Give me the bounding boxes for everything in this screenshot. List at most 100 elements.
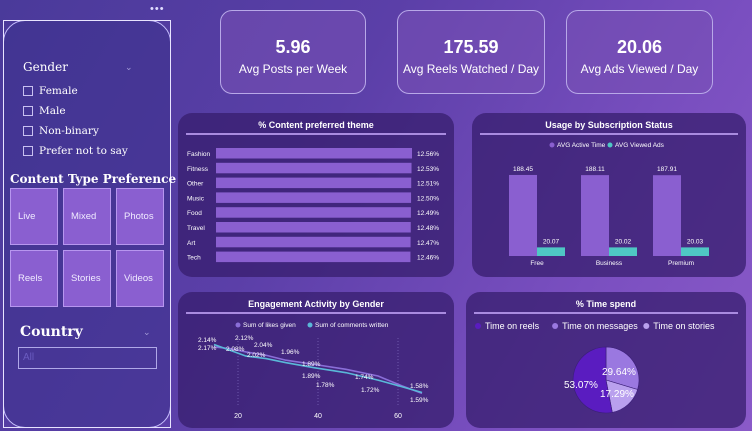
category-label: Business	[596, 260, 623, 267]
content-type-title: Content Type Preference	[10, 172, 177, 186]
data-label: 12.48%	[417, 225, 439, 232]
category-label: Fitness	[187, 166, 209, 173]
gender-option-prefer-not[interactable]: Prefer not to say	[23, 141, 128, 161]
theme-bar[interactable]	[216, 236, 411, 248]
legend-marker	[549, 142, 555, 148]
theme-bar[interactable]	[216, 207, 411, 218]
data-label: 12.47%	[417, 240, 439, 247]
theme-bar[interactable]	[216, 222, 411, 233]
chevron-down-icon[interactable]: ⌄	[143, 327, 151, 337]
kpi-card-posts: 5.96 Avg Posts per Week	[220, 10, 366, 94]
gender-option-male[interactable]: Male	[23, 101, 128, 121]
kpi-value: 175.59	[443, 37, 499, 57]
tile-reels[interactable]: Reels	[10, 250, 58, 307]
category-label: Premium	[668, 260, 694, 267]
point-label: 2.04%	[254, 342, 273, 349]
data-label: 12.51%	[417, 181, 439, 188]
category-label: Travel	[187, 225, 205, 232]
title-divider	[186, 133, 446, 135]
gender-option-female[interactable]: Female	[23, 81, 128, 101]
legend-label: Time on reels	[485, 321, 540, 331]
tile-photos[interactable]: Photos	[116, 188, 164, 245]
country-dropdown[interactable]: All	[18, 347, 157, 369]
kpi-label: Avg Ads Viewed / Day	[580, 62, 699, 76]
category-label: Art	[187, 240, 196, 247]
x-tick-label: 60	[394, 413, 402, 420]
chart-title: % Content preferred theme	[258, 120, 374, 130]
title-divider	[474, 312, 738, 314]
legend-label: Sum of likes given	[243, 322, 296, 329]
point-label: 1.89%	[302, 373, 321, 380]
viewed-ads-bar[interactable]	[537, 247, 565, 256]
data-label: 12.56%	[417, 151, 439, 158]
data-label: 12.53%	[417, 166, 439, 173]
theme-bar[interactable]	[216, 192, 412, 203]
slice-label: 29.64%	[602, 367, 636, 378]
likes-line[interactable]	[213, 346, 423, 395]
theme-bar[interactable]	[216, 177, 412, 189]
category-label: Free	[530, 260, 544, 267]
legend-marker	[643, 323, 650, 329]
subscription-bar-chart: AVG Active Time AVG Viewed Ads 188.45 20.07…	[509, 142, 709, 267]
x-tick-label: 40	[314, 413, 322, 420]
theme-bar[interactable]	[216, 251, 411, 263]
legend-label: Sum of comments written	[315, 322, 389, 329]
gender-option-non-binary[interactable]: Non-binary	[23, 121, 128, 141]
x-tick-label: 20	[234, 413, 242, 420]
checkbox-icon[interactable]	[23, 146, 33, 156]
kpi-card-ads: 20.06 Avg Ads Viewed / Day	[566, 10, 713, 94]
data-label: 12.49%	[417, 210, 439, 217]
active-time-bar[interactable]	[581, 175, 609, 256]
data-label: 187.91	[657, 166, 677, 173]
legend-marker	[607, 142, 613, 148]
checkbox-icon[interactable]	[23, 126, 33, 136]
kpi-label: Avg Posts per Week	[238, 62, 348, 76]
point-label: 1.72%	[361, 387, 380, 394]
time-spend-card: % Time spend Time on reels Time on messag…	[466, 292, 746, 428]
comments-line[interactable]	[213, 343, 423, 394]
slice-label: 53.07%	[564, 380, 598, 391]
point-label: 1.89%	[302, 361, 321, 368]
legend-label: Time on messages	[562, 321, 638, 331]
checkbox-icon[interactable]	[23, 106, 33, 116]
theme-bar[interactable]	[216, 162, 412, 174]
data-label: 20.07	[543, 238, 560, 245]
point-label: 1.58%	[410, 383, 429, 390]
more-options-icon[interactable]: •••	[150, 3, 165, 15]
data-label: 188.45	[513, 166, 533, 173]
viewed-ads-bar[interactable]	[681, 247, 709, 256]
chevron-down-icon[interactable]: ⌄	[125, 62, 133, 72]
tile-videos[interactable]: Videos	[116, 250, 164, 307]
data-label: 12.50%	[417, 195, 439, 202]
country-slicer-title: Country	[20, 324, 83, 340]
subscription-card: Usage by Subscription Status AVG Active …	[472, 113, 746, 277]
theme-bar[interactable]	[216, 148, 412, 159]
title-divider	[480, 133, 738, 135]
time-spend-pie-chart: Time on reels Time on messages Time on sto…	[475, 321, 715, 414]
category-label: Tech	[187, 255, 201, 262]
point-label: 1.59%	[410, 397, 429, 404]
checkbox-icon[interactable]	[23, 86, 33, 96]
point-label: 1.74%	[355, 374, 374, 381]
category-label: Other	[187, 181, 204, 188]
active-time-bar[interactable]	[509, 174, 537, 256]
legend-marker	[475, 323, 481, 329]
tile-live[interactable]: Live	[10, 188, 58, 245]
viewed-ads-bar[interactable]	[609, 247, 637, 256]
point-label: 2.08%	[226, 346, 245, 353]
point-label: 2.14%	[198, 337, 217, 344]
point-label: 1.78%	[316, 382, 335, 389]
data-label: 20.03	[687, 238, 704, 245]
legend-marker	[307, 322, 313, 328]
pie-slice[interactable]	[572, 346, 613, 414]
kpi-value: 20.06	[616, 37, 663, 57]
tile-mixed[interactable]: Mixed	[63, 188, 111, 245]
engagement-line-chart: Sum of likes given Sum of comments writte…	[198, 322, 429, 420]
legend-marker	[552, 323, 559, 329]
legend-marker	[235, 322, 241, 328]
pie-slice[interactable]	[605, 346, 640, 390]
data-label: 12.46%	[417, 255, 439, 262]
gender-slicer: Female Male Non-binary Prefer not to say	[23, 81, 128, 161]
active-time-bar[interactable]	[653, 175, 681, 256]
tile-stories[interactable]: Stories	[63, 250, 111, 307]
